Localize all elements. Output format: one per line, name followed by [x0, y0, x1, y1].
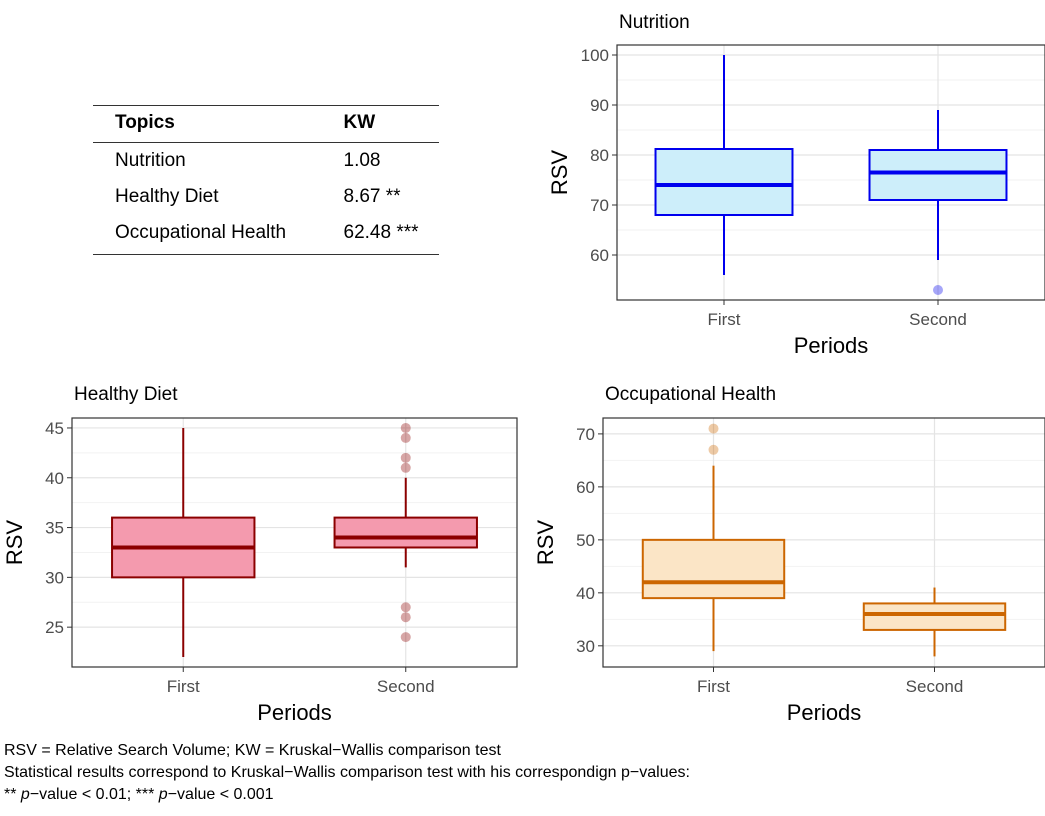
healthy-diet-box-second	[333, 516, 478, 549]
healthy-diet-outlier-point	[400, 612, 411, 623]
nutrition-x-tick-label: First	[707, 310, 740, 329]
occupational-health-y-tick-label: 40	[576, 584, 595, 603]
healthy-diet-x-tick-label: Second	[377, 677, 435, 696]
nutrition-chart-title: Nutrition	[619, 12, 690, 33]
header-topics: Topics	[93, 105, 332, 143]
nutrition-panel-border	[616, 44, 1045, 301]
occupational-health-x-tick-label: First	[697, 677, 730, 696]
healthy-diet-y-tick-label: 40	[45, 469, 64, 488]
kw-cell: 8.67 **	[343, 186, 401, 207]
footnote-part: −value < 0.001	[167, 786, 274, 803]
healthy-diet-outlier-point	[400, 462, 411, 473]
occupational-health-outlier-point	[708, 444, 719, 455]
healthy-diet-y-axis-title: RSV	[2, 520, 27, 566]
nutrition-outlier-point	[933, 285, 943, 295]
healthy-diet-chart-title: Healthy Diet	[74, 384, 178, 405]
nutrition-y-tick-label: 90	[590, 96, 609, 115]
nutrition-box-second	[868, 149, 1008, 201]
occupational-health-y-tick-label: 70	[576, 425, 595, 444]
nutrition-x-tick-label: Second	[909, 310, 967, 329]
table-row: Nutrition 1.08	[93, 143, 439, 180]
occupational-health-panel-border	[602, 417, 1045, 668]
footnote-statistics: Statistical results correspond to Kruska…	[4, 764, 690, 781]
footnote-part: p	[158, 786, 168, 803]
nutrition-y-tick-label: 100	[581, 46, 609, 65]
nutrition-y-tick-label: 70	[590, 196, 609, 215]
healthy-diet-y-tick-label: 45	[45, 419, 64, 438]
nutrition-y-axis-title: RSV	[547, 150, 572, 196]
healthy-diet-y-tick-label: 30	[45, 568, 64, 587]
footnote-abbreviations: RSV = Relative Search Volume; KW = Krusk…	[4, 742, 501, 759]
table-row: Healthy Diet 8.67 **	[93, 179, 439, 215]
header-kw: KW	[331, 105, 439, 143]
footnote-part: **	[4, 786, 21, 803]
kw-results-table: Topics KW Nutrition 1.08 Healthy Diet 8.…	[93, 105, 439, 255]
kw-cell: 62.48 ***	[343, 222, 419, 243]
healthy-diet-x-axis-title: Periods	[257, 700, 332, 725]
topic-cell: Nutrition	[115, 150, 186, 171]
occupational-health-chart-title: Occupational Health	[605, 384, 776, 405]
occupational-health-x-axis-title: Periods	[787, 700, 862, 725]
occupational-health-x-tick-label: Second	[906, 677, 964, 696]
healthy-diet-outlier-point	[400, 452, 411, 463]
healthy-diet-outlier-point	[400, 632, 411, 643]
kw-cell: 1.08	[343, 150, 381, 171]
healthy-diet-panel-border	[71, 417, 518, 668]
healthy-diet-y-tick-label: 35	[45, 519, 64, 538]
nutrition-y-tick-label: 80	[590, 146, 609, 165]
healthy-diet-outlier-point	[400, 432, 411, 443]
healthy-diet-outlier-point	[400, 602, 411, 613]
footnote-part: −value < 0.01; ***	[29, 786, 159, 803]
footnote-part: p	[20, 786, 30, 803]
healthy-diet-outlier-point	[400, 422, 411, 433]
occupational-health-outlier-point	[708, 423, 719, 434]
healthy-diet-x-tick-label: First	[167, 677, 200, 696]
occupational-health-y-tick-label: 50	[576, 531, 595, 550]
occupational-health-y-axis-title: RSV	[533, 520, 558, 566]
occupational-health-y-tick-label: 60	[576, 478, 595, 497]
occupational-health-y-tick-label: 30	[576, 637, 595, 656]
topic-cell: Healthy Diet	[115, 186, 219, 207]
nutrition-y-tick-label: 60	[590, 246, 609, 265]
topic-cell: Occupational Health	[115, 222, 287, 243]
occupational-health-box-first	[641, 538, 786, 600]
footnote-significance: ** p−value < 0.01; *** p−value < 0.001	[4, 786, 274, 804]
occupational-health-box-second	[862, 602, 1007, 631]
nutrition-x-axis-title: Periods	[794, 333, 869, 358]
healthy-diet-y-tick-label: 25	[45, 618, 64, 637]
table-row: Occupational Health 62.48 ***	[93, 215, 439, 255]
table-header-row: Topics KW	[93, 105, 439, 143]
nutrition-box-first	[654, 148, 794, 216]
